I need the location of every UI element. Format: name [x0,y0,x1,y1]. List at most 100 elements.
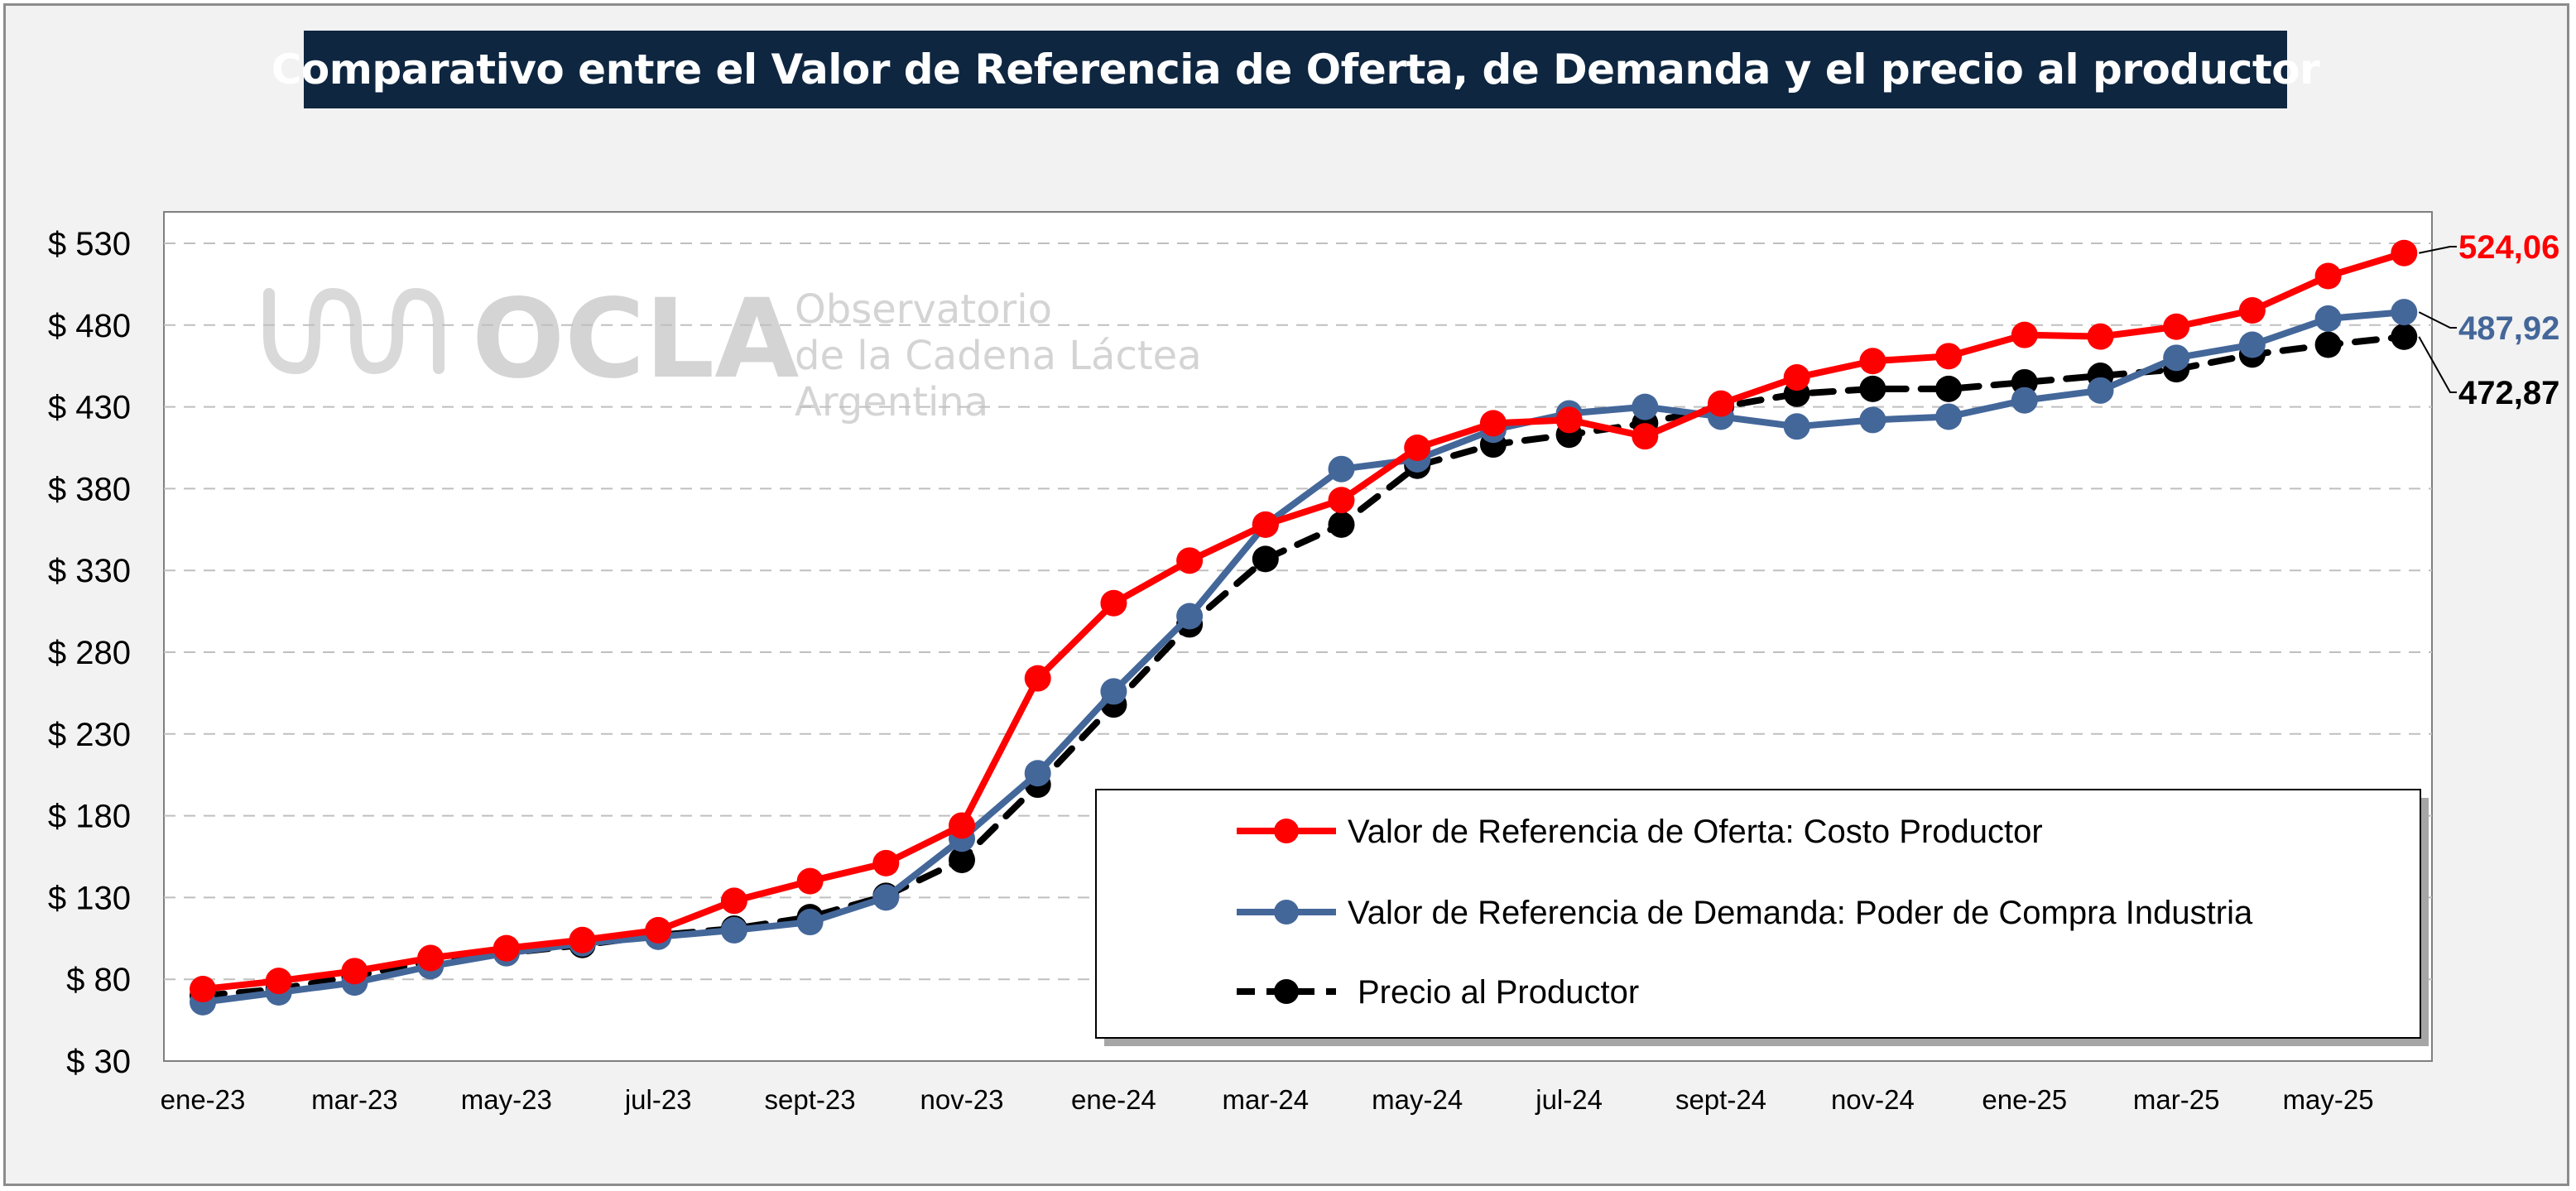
point-demanda [720,916,747,944]
ocla-line-2: de la Cadena Láctea [795,333,1202,379]
point-demanda [2011,387,2038,414]
legend-marker-demanda [1274,900,1299,924]
point-oferta [720,887,747,915]
y-tick-label: $ 530 [48,226,131,262]
point-oferta [417,944,445,972]
point-oferta [1708,390,1734,417]
x-axis: ene-23 mar-23 may-23 jul-23 sept-23 nov-23 ene… [161,1084,2374,1115]
point-oferta [341,958,368,985]
point-oferta [645,916,672,944]
x-tick-label: nov-24 [1831,1084,1915,1115]
point-precio [1252,545,1279,573]
legend-marker-oferta [1274,819,1299,843]
legend-item-oferta: Valor de Referencia de Oferta: Costo Pro… [1237,814,2043,850]
point-precio [2314,331,2342,358]
point-oferta [1404,435,1431,461]
leader-line-oferta [2419,246,2457,254]
point-demanda [2238,331,2266,358]
x-tick-label: may-23 [461,1084,552,1115]
leader-line-precio [2418,336,2457,393]
end-label-demanda: 487,92 [2458,310,2559,347]
x-tick-label: ene-25 [1982,1084,2067,1115]
point-demanda [1935,403,1963,430]
x-tick-label: nov-23 [920,1084,1004,1115]
point-oferta [1935,343,1963,370]
legend-label-precio: Precio al Productor [1358,974,1639,1011]
end-labels: 524,06 487,92 472,87 [2418,229,2559,411]
chart-title: Comparativo entre el Valor de Referencia… [272,31,2320,108]
legend-item-demanda: Valor de Referencia de Demanda: Poder de… [1237,895,2253,931]
point-demanda [2163,344,2190,372]
point-oferta [1328,487,1355,514]
point-oferta [2087,323,2114,350]
x-tick-label: sept-23 [765,1084,856,1115]
point-precio [1859,375,1886,402]
point-oferta [1176,547,1204,574]
series-oferta [190,239,2418,1003]
ocla-line-3: Argentina [795,379,988,425]
point-demanda [1783,413,1810,440]
x-tick-label: mar-24 [1223,1084,1310,1115]
point-oferta [1100,589,1127,617]
y-tick-label: $ 380 [48,471,131,507]
x-tick-label: may-25 [2283,1084,2374,1115]
x-tick-label: jul-24 [1535,1084,1603,1115]
x-tick-label: mar-25 [2133,1084,2220,1115]
y-tick-label: $ 230 [48,717,131,753]
ocla-logo-text: OCLA [472,276,799,403]
point-oferta [265,968,292,995]
series-lines [190,239,2418,1016]
point-precio [1328,511,1355,538]
x-tick-label: ene-24 [1071,1084,1156,1115]
point-oferta [2314,262,2342,290]
y-tick-label: $ 430 [48,390,131,426]
point-oferta [1783,364,1810,391]
y-tick-label: $ 30 [66,1044,131,1080]
point-oferta [1252,511,1279,538]
point-oferta [1024,665,1051,692]
legend-label-demanda: Valor de Referencia de Demanda: Poder de… [1348,895,2253,931]
y-tick-label: $ 180 [48,799,131,835]
y-axis: $ 30 $ 80 $ 130 $ 180 $ 230 $ 280 $ 330 $ 380 $ … [48,226,131,1080]
point-oferta [190,976,216,1003]
point-oferta [493,934,520,962]
point-precio [1935,375,1963,402]
point-oferta [2011,321,2038,348]
point-demanda [1859,406,1886,434]
end-label-precio: 472,87 [2458,375,2559,411]
leader-line-demanda [2418,311,2457,329]
y-tick-label: $ 330 [48,553,131,589]
x-tick-label: mar-23 [311,1084,398,1115]
legend-item-precio: Precio al Productor [1237,974,1639,1011]
point-demanda [1100,678,1127,705]
ocla-watermark: OCLA Observatorio de la Cadena Láctea Ar… [263,276,1202,425]
point-demanda [1632,393,1659,420]
point-oferta [569,926,596,953]
point-oferta [1859,348,1886,375]
point-oferta [872,849,900,876]
point-oferta [1632,423,1659,450]
point-demanda [872,884,900,911]
y-tick-label: $ 480 [48,308,131,344]
point-oferta [2163,313,2190,340]
point-demanda [1176,603,1204,630]
x-tick-label: jul-23 [624,1084,692,1115]
point-demanda [1328,455,1355,483]
point-demanda [1024,760,1051,787]
point-oferta [796,867,824,895]
legend-marker-precio [1274,979,1299,1004]
point-oferta [2391,239,2418,267]
x-tick-label: sept-24 [1675,1084,1766,1115]
y-tick-label: $ 80 [66,962,131,998]
ocla-logo-wave-icon [263,287,445,375]
legend-label-oferta: Valor de Referencia de Oferta: Costo Pro… [1348,814,2043,850]
y-tick-label: $ 130 [48,880,131,916]
point-precio [949,846,975,873]
y-tick-label: $ 280 [48,635,131,671]
point-demanda [796,909,824,936]
point-demanda [2087,377,2114,404]
x-tick-label: ene-23 [161,1084,246,1115]
point-demanda [2314,305,2342,332]
point-oferta [949,812,975,839]
